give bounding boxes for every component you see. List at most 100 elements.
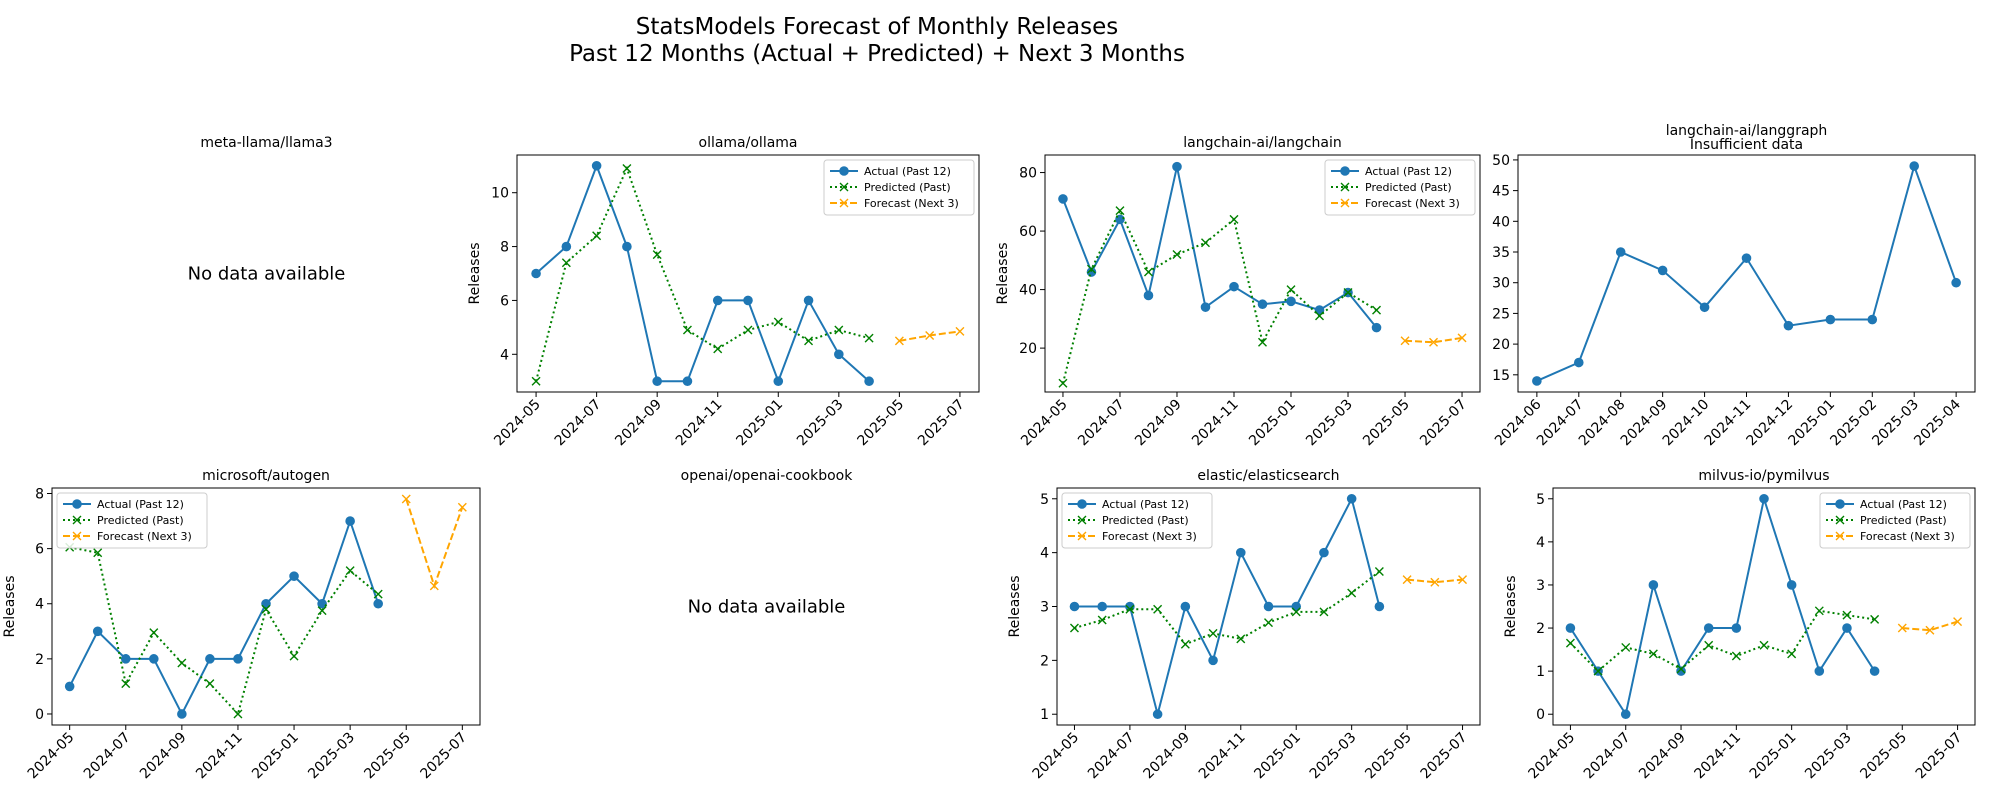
actual-point bbox=[1180, 601, 1191, 612]
legend-marker-predicted bbox=[72, 515, 82, 525]
predicted-point bbox=[1621, 642, 1631, 652]
y-tick-label: 20 bbox=[1492, 337, 1510, 353]
legend-marker-predicted bbox=[1835, 515, 1845, 525]
actual-point bbox=[864, 376, 874, 387]
actual-point bbox=[1703, 623, 1714, 633]
actual-point bbox=[1620, 709, 1631, 720]
actual-point bbox=[1286, 296, 1296, 307]
y-tick-label: 6 bbox=[35, 542, 44, 558]
subplot-title: ollama/ollama bbox=[699, 135, 798, 151]
actual-point bbox=[622, 241, 632, 252]
y-tick-label: 0 bbox=[35, 707, 44, 723]
legend-box bbox=[823, 159, 975, 216]
subplot-title: elastic/elasticsearch bbox=[1197, 468, 1339, 484]
actual-point bbox=[1291, 601, 1302, 612]
predicted-point bbox=[1676, 664, 1686, 674]
legend-label-actual: Actual (Past 12) bbox=[97, 498, 184, 511]
plot-frame bbox=[1552, 487, 1976, 726]
legend-label-forecast: Forecast (Next 3) bbox=[1365, 197, 1460, 210]
y-tick-label: 30 bbox=[1492, 276, 1510, 292]
predicted-point bbox=[1086, 264, 1096, 274]
actual-point bbox=[1869, 666, 1880, 676]
y-tick-label: 2 bbox=[35, 652, 44, 668]
actual-point bbox=[1371, 322, 1382, 333]
predicted-point bbox=[804, 336, 814, 346]
actual-point bbox=[1786, 580, 1797, 590]
legend-label-actual: Actual (Past 12) bbox=[1102, 498, 1189, 511]
figure-title-line2: Past 12 Months (Actual + Predicted) + Ne… bbox=[569, 41, 1185, 67]
predicted-point bbox=[1180, 639, 1190, 649]
actual-point bbox=[743, 295, 753, 306]
actual-point bbox=[1086, 267, 1097, 277]
forecast-point bbox=[925, 330, 935, 340]
actual-point bbox=[773, 376, 784, 387]
predicted-point bbox=[864, 333, 874, 343]
predicted-point bbox=[1319, 607, 1329, 617]
y-tick-label: 45 bbox=[1492, 184, 1510, 200]
y-tick-label: 6 bbox=[500, 293, 509, 309]
y-axis-label: Releases bbox=[1503, 576, 1519, 638]
predicted-point bbox=[1236, 634, 1246, 644]
forecast-point bbox=[1430, 577, 1440, 587]
no-data-message: No data available bbox=[688, 597, 846, 618]
predicted-point bbox=[177, 658, 187, 668]
y-tick-label: 1 bbox=[1536, 664, 1545, 680]
actual-point bbox=[1648, 580, 1659, 590]
actual-point bbox=[1314, 305, 1325, 315]
actual-point bbox=[803, 295, 814, 306]
subplot-title: langchain-ai/langgraph bbox=[1666, 123, 1828, 139]
legend: Actual (Past 12) Predicted (Past) Forecast… bbox=[56, 492, 208, 549]
predicted-point bbox=[1097, 615, 1107, 625]
y-axis-label: Releases bbox=[467, 243, 483, 305]
forecast-point bbox=[1429, 337, 1439, 347]
y-tick-label: 50 bbox=[1492, 153, 1510, 169]
predicted-point bbox=[773, 317, 783, 327]
y-tick-label: 0 bbox=[1536, 707, 1545, 723]
predicted-point bbox=[1115, 206, 1125, 216]
actual-point bbox=[177, 709, 187, 719]
legend-marker-forecast bbox=[1835, 531, 1845, 541]
legend-marker-predicted bbox=[1340, 182, 1350, 192]
predicted-point bbox=[1143, 267, 1153, 277]
actual-point bbox=[1143, 290, 1154, 301]
y-tick-label: 4 bbox=[35, 597, 44, 613]
predicted-series-line bbox=[1569, 609, 1875, 673]
predicted-point bbox=[1759, 640, 1769, 650]
predicted-point bbox=[121, 679, 131, 689]
actual-point bbox=[1699, 302, 1710, 313]
y-tick-label: 10 bbox=[491, 186, 509, 202]
predicted-point bbox=[1315, 311, 1325, 321]
legend-label-predicted: Predicted (Past) bbox=[864, 181, 951, 194]
plot-frame bbox=[51, 487, 481, 726]
y-tick-label: 80 bbox=[1019, 166, 1037, 182]
y-tick-label: 20 bbox=[1019, 341, 1037, 357]
legend-label-forecast: Forecast (Next 3) bbox=[1102, 530, 1197, 543]
legend-label-predicted: Predicted (Past) bbox=[1365, 181, 1452, 194]
subplot-title: langchain-ai/langchain bbox=[1183, 135, 1342, 151]
subplot-1: meta-llama/llama3 No data available bbox=[188, 135, 346, 285]
actual-point bbox=[1319, 547, 1329, 558]
y-axis-label: Releases bbox=[1007, 576, 1023, 638]
legend: Actual (Past 12) Predicted (Past) Forecast… bbox=[823, 159, 975, 216]
predicted-point bbox=[1125, 604, 1135, 614]
actual-point bbox=[149, 654, 159, 664]
y-axis-label: Releases bbox=[995, 243, 1011, 305]
actual-point bbox=[92, 626, 103, 637]
legend-marker-actual bbox=[1835, 499, 1845, 509]
y-tick-label: 40 bbox=[1492, 214, 1510, 230]
y-tick-label: 8 bbox=[35, 487, 44, 503]
predicted-point bbox=[1870, 614, 1880, 624]
actual-point bbox=[1951, 277, 1961, 288]
actual-point bbox=[652, 376, 662, 387]
legend: Actual (Past 12) Predicted (Past) Forecast… bbox=[1819, 492, 1971, 549]
forecast-point bbox=[1897, 623, 1907, 633]
actual-series-line bbox=[1062, 166, 1378, 329]
y-tick-label: 4 bbox=[1040, 546, 1049, 562]
predicted-point bbox=[561, 258, 571, 268]
forecast-point bbox=[1457, 333, 1467, 343]
predicted-point bbox=[1565, 638, 1575, 648]
predicted-point bbox=[1058, 378, 1068, 388]
predicted-point bbox=[531, 376, 541, 386]
actual-point bbox=[64, 681, 75, 692]
